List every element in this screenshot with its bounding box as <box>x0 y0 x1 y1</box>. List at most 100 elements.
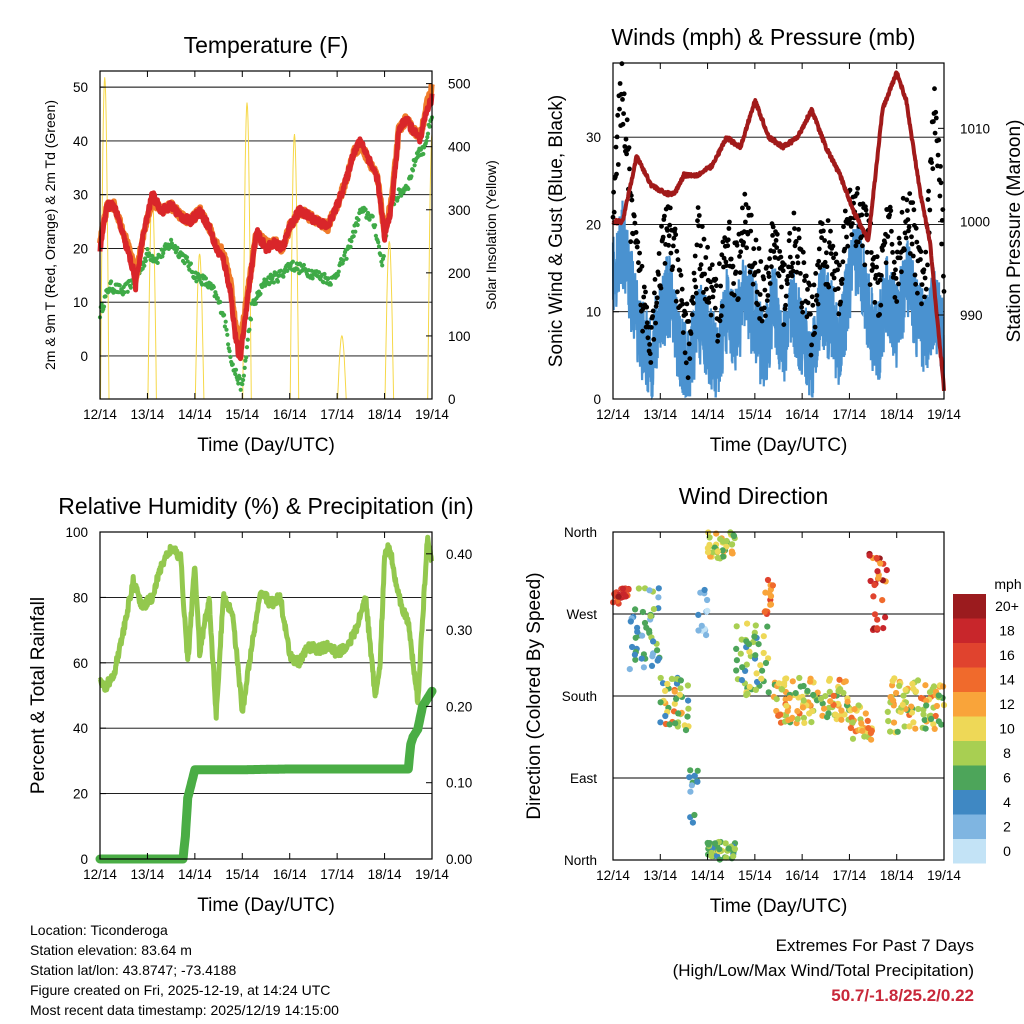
y-tick-label: 0 <box>593 392 601 407</box>
gust-point <box>887 212 892 218</box>
direction-point <box>725 845 732 852</box>
gust-point <box>717 261 722 267</box>
gust-point <box>658 285 664 291</box>
gust-point <box>899 209 905 215</box>
gust-point <box>647 342 652 347</box>
direction-point <box>764 623 771 630</box>
x-tick-label: 13/14 <box>643 868 677 883</box>
gust-point <box>822 259 828 265</box>
dewpoint-point <box>425 135 430 140</box>
direction-point <box>871 611 879 618</box>
gust-point <box>785 281 790 287</box>
direction-point <box>666 721 673 728</box>
plot-frame <box>612 62 945 400</box>
gust-point <box>822 238 827 243</box>
x-tick-label: 12/14 <box>83 867 117 882</box>
direction-point <box>746 648 753 655</box>
gust-point <box>905 217 911 223</box>
x-tick-label: 15/14 <box>738 868 772 883</box>
gust-point <box>766 274 772 279</box>
gust-point <box>715 338 720 344</box>
station-elevation: Station elevation: 83.64 m <box>30 942 192 958</box>
gust-point <box>819 235 824 241</box>
direction-point <box>722 840 729 847</box>
direction-point <box>703 632 710 639</box>
direction-point <box>920 711 927 718</box>
gust-point <box>689 312 695 318</box>
gust-point <box>615 162 621 167</box>
gust-point <box>855 186 861 191</box>
dewpoint-point <box>316 270 322 275</box>
direction-point <box>717 536 724 543</box>
direction-point <box>719 553 727 560</box>
x-tick-label: 16/14 <box>785 868 819 883</box>
x-tick-label: 19/14 <box>415 867 449 882</box>
direction-point <box>631 651 639 658</box>
gust-point <box>727 219 732 225</box>
y2-tick-label: 500 <box>448 77 471 92</box>
y2-axis-label: Station Pressure (Maroon) <box>1004 120 1024 343</box>
direction-point <box>844 698 851 705</box>
data-timestamp: Most recent data timestamp: 2025/12/19 1… <box>30 1002 339 1018</box>
y-tick-label: East <box>570 771 597 786</box>
gust-point <box>708 279 713 285</box>
gust-point <box>728 256 734 262</box>
gust-point <box>896 281 901 287</box>
dewpoint-point <box>233 367 239 372</box>
gust-point <box>900 195 906 201</box>
direction-point <box>689 819 697 826</box>
dewpoint-series <box>97 115 435 392</box>
gust-point <box>717 318 723 324</box>
direction-point <box>838 716 845 723</box>
direction-point <box>899 701 906 708</box>
gust-point <box>624 151 629 157</box>
dewpoint-point <box>184 255 190 260</box>
gust-point <box>645 335 651 341</box>
gust-point <box>641 284 647 290</box>
gust-point <box>733 269 739 275</box>
y2-tick-label: 0 <box>448 392 456 407</box>
gust-point <box>935 152 941 158</box>
colorbar-label: 14 <box>999 672 1015 688</box>
gust-point <box>660 234 666 240</box>
y-tick-label: South <box>562 689 597 704</box>
direction-point <box>709 549 716 556</box>
direction-point <box>858 720 865 727</box>
gust-point <box>912 272 918 278</box>
gust-point <box>686 319 692 324</box>
direction-point <box>650 638 657 645</box>
extremes-values: 50.7/-1.8/25.2/0.22 <box>831 986 974 1005</box>
gust-point <box>847 187 853 193</box>
direction-point <box>890 719 898 726</box>
direction-point <box>641 619 649 627</box>
gust-point <box>654 295 660 301</box>
x-tick-label: 14/14 <box>178 407 212 422</box>
direction-point <box>694 778 701 785</box>
dewpoint-point <box>203 276 208 281</box>
direction-point <box>626 666 633 673</box>
gust-point <box>708 312 714 318</box>
dewpoint-point <box>227 349 232 354</box>
dewpoint-point <box>125 289 130 294</box>
gust-point <box>662 261 668 266</box>
gust-point <box>695 218 700 224</box>
x-tick-label: 14/14 <box>691 407 725 422</box>
gust-point <box>662 213 667 219</box>
gust-point <box>824 264 830 270</box>
gust-point <box>620 121 626 127</box>
direction-point <box>868 736 875 743</box>
gust-point <box>914 239 920 245</box>
gust-point <box>896 235 902 241</box>
direction-point <box>706 541 713 548</box>
dewpoint-point <box>244 345 250 350</box>
gust-point <box>855 239 861 245</box>
gust-point <box>844 234 849 240</box>
dewpoint-point <box>169 241 174 246</box>
direction-point <box>701 586 708 594</box>
direction-point <box>906 723 913 730</box>
dewpoint-point <box>241 373 246 378</box>
direction-point <box>866 552 873 559</box>
direction-point <box>836 676 843 683</box>
direction-point <box>867 577 874 585</box>
direction-point <box>930 683 938 690</box>
